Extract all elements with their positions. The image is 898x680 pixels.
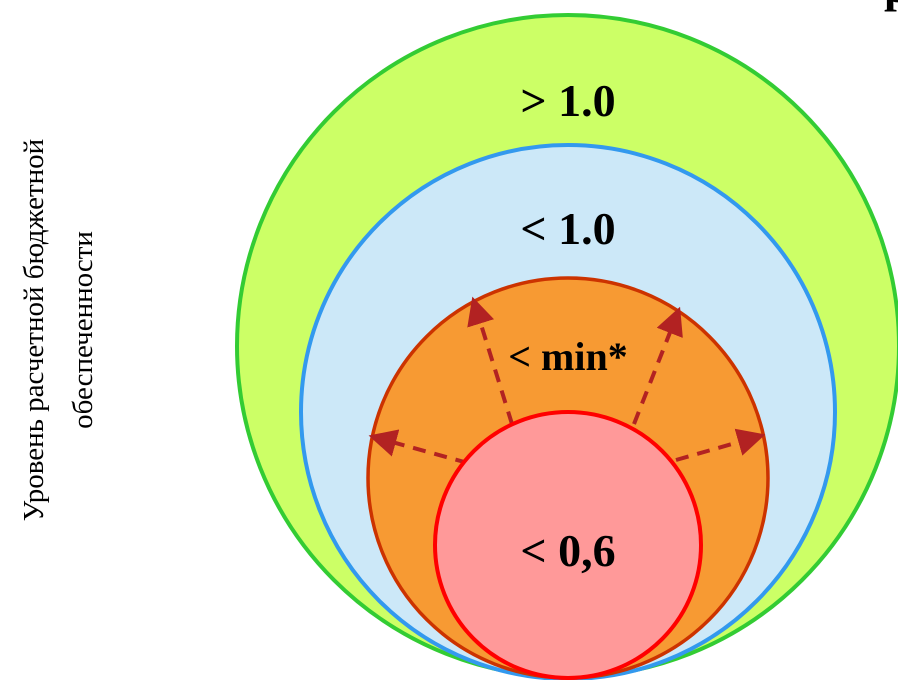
level-label-outer: > 1.0 [520, 75, 615, 126]
level-label-inner: < 0,6 [520, 525, 615, 576]
arrow-right [675, 428, 766, 462]
axis-label-group: Уровень расчетной бюджетной обеспеченнос… [18, 139, 99, 521]
level-label-third: < min* [508, 334, 627, 379]
arrow-up-right [632, 306, 683, 425]
arrow-left [368, 429, 469, 465]
axis-label-line2: обеспеченности [67, 231, 99, 429]
axis-label-line1: Уровень расчетной бюджетной [18, 139, 50, 521]
expansion-arrows [368, 296, 766, 465]
level-label-second: < 1.0 [520, 203, 615, 254]
edge-glyph-text: р [884, 0, 898, 12]
level-circle-inner [433, 410, 703, 680]
